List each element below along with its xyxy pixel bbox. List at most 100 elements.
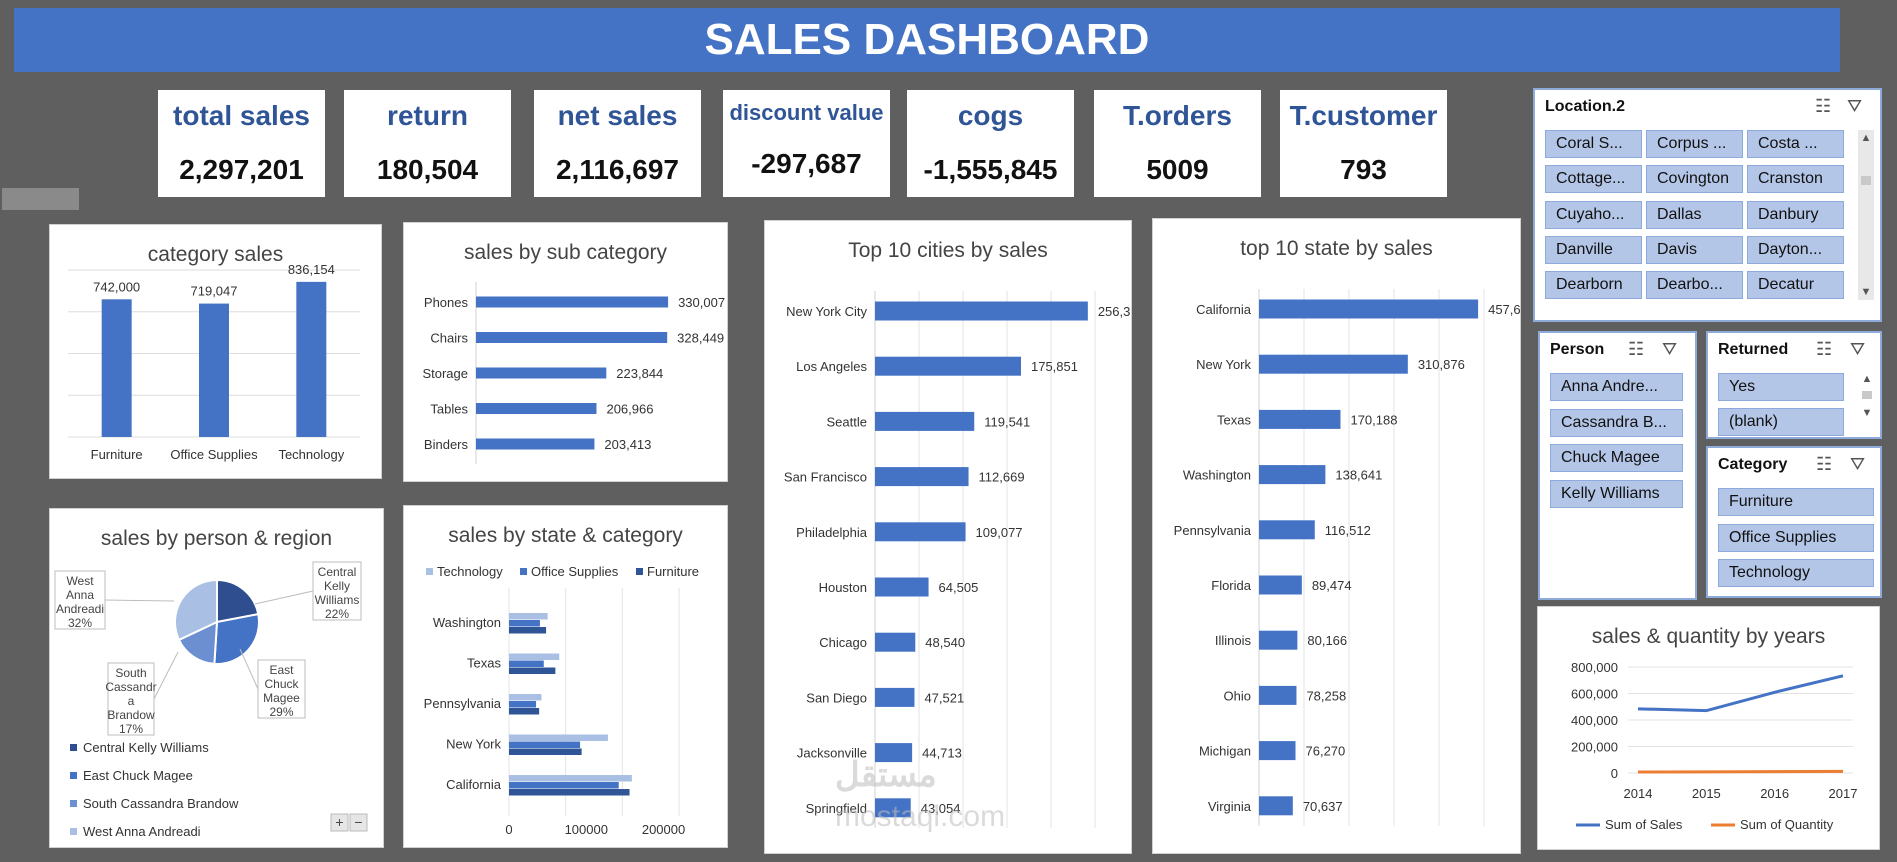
scrollbar[interactable]: [1858, 130, 1874, 300]
slicer-item-person[interactable]: Kelly Williams: [1550, 479, 1683, 508]
zoom-in-button: [330, 813, 349, 832]
bar: [509, 708, 540, 715]
scroll-up-icon[interactable]: ▲: [1861, 373, 1873, 385]
slicer-item-location[interactable]: Danville: [1545, 235, 1642, 264]
category-label: Phones: [424, 295, 469, 310]
slicer-item-location[interactable]: Davis: [1646, 235, 1743, 264]
category-label: Michigan: [1199, 744, 1251, 759]
legend-label: South Cassandra Brandow: [83, 796, 239, 811]
slicer-item-person[interactable]: Chuck Magee: [1550, 444, 1683, 472]
data-label: 70,637: [1303, 799, 1343, 814]
kpi-value: 793: [1340, 154, 1387, 185]
slicer-item-location[interactable]: Dearbo...: [1646, 271, 1743, 300]
watermark-text: mostaql.com: [835, 800, 1006, 833]
bar: [875, 577, 929, 597]
chart-title: sales by sub category: [463, 241, 668, 264]
slicer-item-category[interactable]: Furniture: [1718, 488, 1874, 516]
scroll-down-icon[interactable]: ▼: [1860, 286, 1872, 298]
data-label: 112,669: [979, 470, 1025, 485]
data-label: 175,851: [1031, 359, 1078, 374]
bar: [509, 701, 537, 708]
data-label: 836,154: [288, 262, 335, 277]
data-label: 256,368: [1098, 304, 1131, 319]
slicer-item-location[interactable]: Decatur: [1747, 271, 1844, 300]
multi-select-icon[interactable]: ☷: [1816, 454, 1833, 474]
data-label: 206,966: [606, 402, 653, 417]
kpi-label: return: [387, 100, 468, 131]
chart-sales-by-sub-category[interactable]: sales by sub category Phones 330,007 Chair…: [403, 222, 728, 482]
chart-top-10-states[interactable]: top 10 state by sales California 457,688 N…: [1152, 218, 1521, 854]
state-category-svg: Technology Office Supplies Furniture 0 10000…: [424, 564, 699, 837]
clear-filter-icon[interactable]: ⛛: [1850, 339, 1866, 359]
slicer-item-location[interactable]: Danbury: [1747, 200, 1844, 229]
legend-label: West Anna Andreadi: [83, 824, 201, 839]
slicer-title: Category: [1718, 456, 1788, 473]
data-label: 89,474: [1312, 578, 1352, 593]
kpi-label: T.customer: [1289, 100, 1438, 131]
bar: [1259, 741, 1296, 761]
slicer-item-location[interactable]: Cranston: [1747, 165, 1844, 194]
slice-label: Andreadi: [56, 602, 104, 616]
bar: [875, 632, 916, 652]
scrollbar-thumb[interactable]: [1862, 391, 1872, 399]
slicer-item-person[interactable]: Anna Andre...: [1550, 373, 1683, 401]
slicer-item-location[interactable]: Dayton...: [1747, 235, 1844, 264]
data-label: 138,641: [1335, 468, 1382, 483]
clear-filter-icon[interactable]: ⛛: [1662, 339, 1678, 359]
multi-select-icon[interactable]: ☷: [1816, 339, 1833, 359]
chart-category-sales[interactable]: category sales 742,000 Furniture 719,047 Of…: [49, 224, 382, 479]
slice-label: South: [115, 666, 146, 680]
legend-swatch: [70, 772, 77, 779]
slicer-item-location[interactable]: Costa ...: [1747, 130, 1844, 158]
slicer-item-returned[interactable]: Yes: [1718, 373, 1844, 401]
slicer-item-location[interactable]: Coral S...: [1545, 130, 1642, 158]
clear-filter-icon[interactable]: ⛛: [1847, 96, 1863, 116]
slicer-person[interactable]: Person ☷ ⛛ Anna Andre... Cassandra B... Ch…: [1538, 331, 1697, 600]
chart-sales-quantity-by-years[interactable]: sales & quantity by years 800,000 600,000…: [1537, 606, 1880, 850]
multi-select-icon[interactable]: ☷: [1815, 96, 1832, 116]
bar: [476, 438, 595, 450]
slicer-item-location[interactable]: Dallas: [1646, 200, 1743, 229]
tick-label: 100000: [565, 822, 608, 837]
sheet-tab-stub: [2, 188, 79, 210]
kpi-label: cogs: [957, 100, 1024, 131]
slicer-returned[interactable]: Returned ☷ ⛛ Yes (blank) ▲ ▼: [1706, 331, 1882, 439]
chart-title: sales by state & category: [448, 524, 683, 547]
clear-filter-icon[interactable]: ⛛: [1850, 454, 1866, 474]
scroll-up-icon[interactable]: ▲: [1860, 132, 1872, 144]
slicer-category[interactable]: Category ☷ ⛛ Furniture Office Supplies Tec…: [1706, 446, 1882, 598]
data-label: 116,512: [1325, 523, 1371, 538]
bar: [1259, 299, 1479, 319]
chart-sales-by-state-category[interactable]: sales by state & category Technology Offi…: [403, 505, 728, 848]
kpi-return: return 180,504: [344, 90, 511, 197]
slicer-item-location[interactable]: Corpus ...: [1646, 130, 1743, 158]
slicer-item-location[interactable]: Cuyaho...: [1545, 200, 1642, 229]
data-label: 78,258: [1306, 688, 1346, 703]
chart-sales-by-person-region[interactable]: sales by person & region Central Kelly Wil…: [49, 508, 384, 848]
slicer-title: Person: [1550, 341, 1605, 358]
slice-label: 22%: [325, 607, 349, 621]
bar: [509, 694, 542, 701]
slicer-item-person[interactable]: Cassandra B...: [1550, 408, 1683, 437]
scroll-down-icon[interactable]: ▼: [1861, 407, 1873, 419]
kpi-value: -1,555,845: [923, 154, 1058, 185]
slicer-item-returned[interactable]: (blank): [1718, 408, 1844, 436]
slicer-item-category[interactable]: Technology: [1718, 559, 1874, 587]
category-label: Texas: [1217, 412, 1251, 427]
tick-label: 2016: [1760, 786, 1789, 801]
bar: [509, 660, 544, 667]
slicer-item-category[interactable]: Office Supplies: [1718, 523, 1874, 552]
tick-label: 800,000: [1571, 660, 1618, 675]
slicer-item-location[interactable]: Cottage...: [1545, 165, 1642, 194]
category-label: Pennsylvania: [1174, 523, 1252, 538]
slicer-item-location[interactable]: Covington: [1646, 165, 1743, 194]
data-label: 170,188: [1350, 412, 1397, 427]
slicer-location[interactable]: Location.2 ☷ ⛛ Coral S... Corpus ... Costa…: [1533, 88, 1882, 322]
kpi-value: 180,504: [376, 154, 479, 185]
multi-select-icon[interactable]: ☷: [1628, 339, 1645, 359]
pie-slice: [174, 578, 218, 642]
scrollbar-thumb[interactable]: [1861, 176, 1871, 185]
slice-label: Magee: [263, 691, 300, 705]
slicer-item-location[interactable]: Dearborn: [1545, 271, 1642, 300]
chart-top-10-cities[interactable]: Top 10 cities by sales New York City 256,…: [764, 220, 1132, 854]
